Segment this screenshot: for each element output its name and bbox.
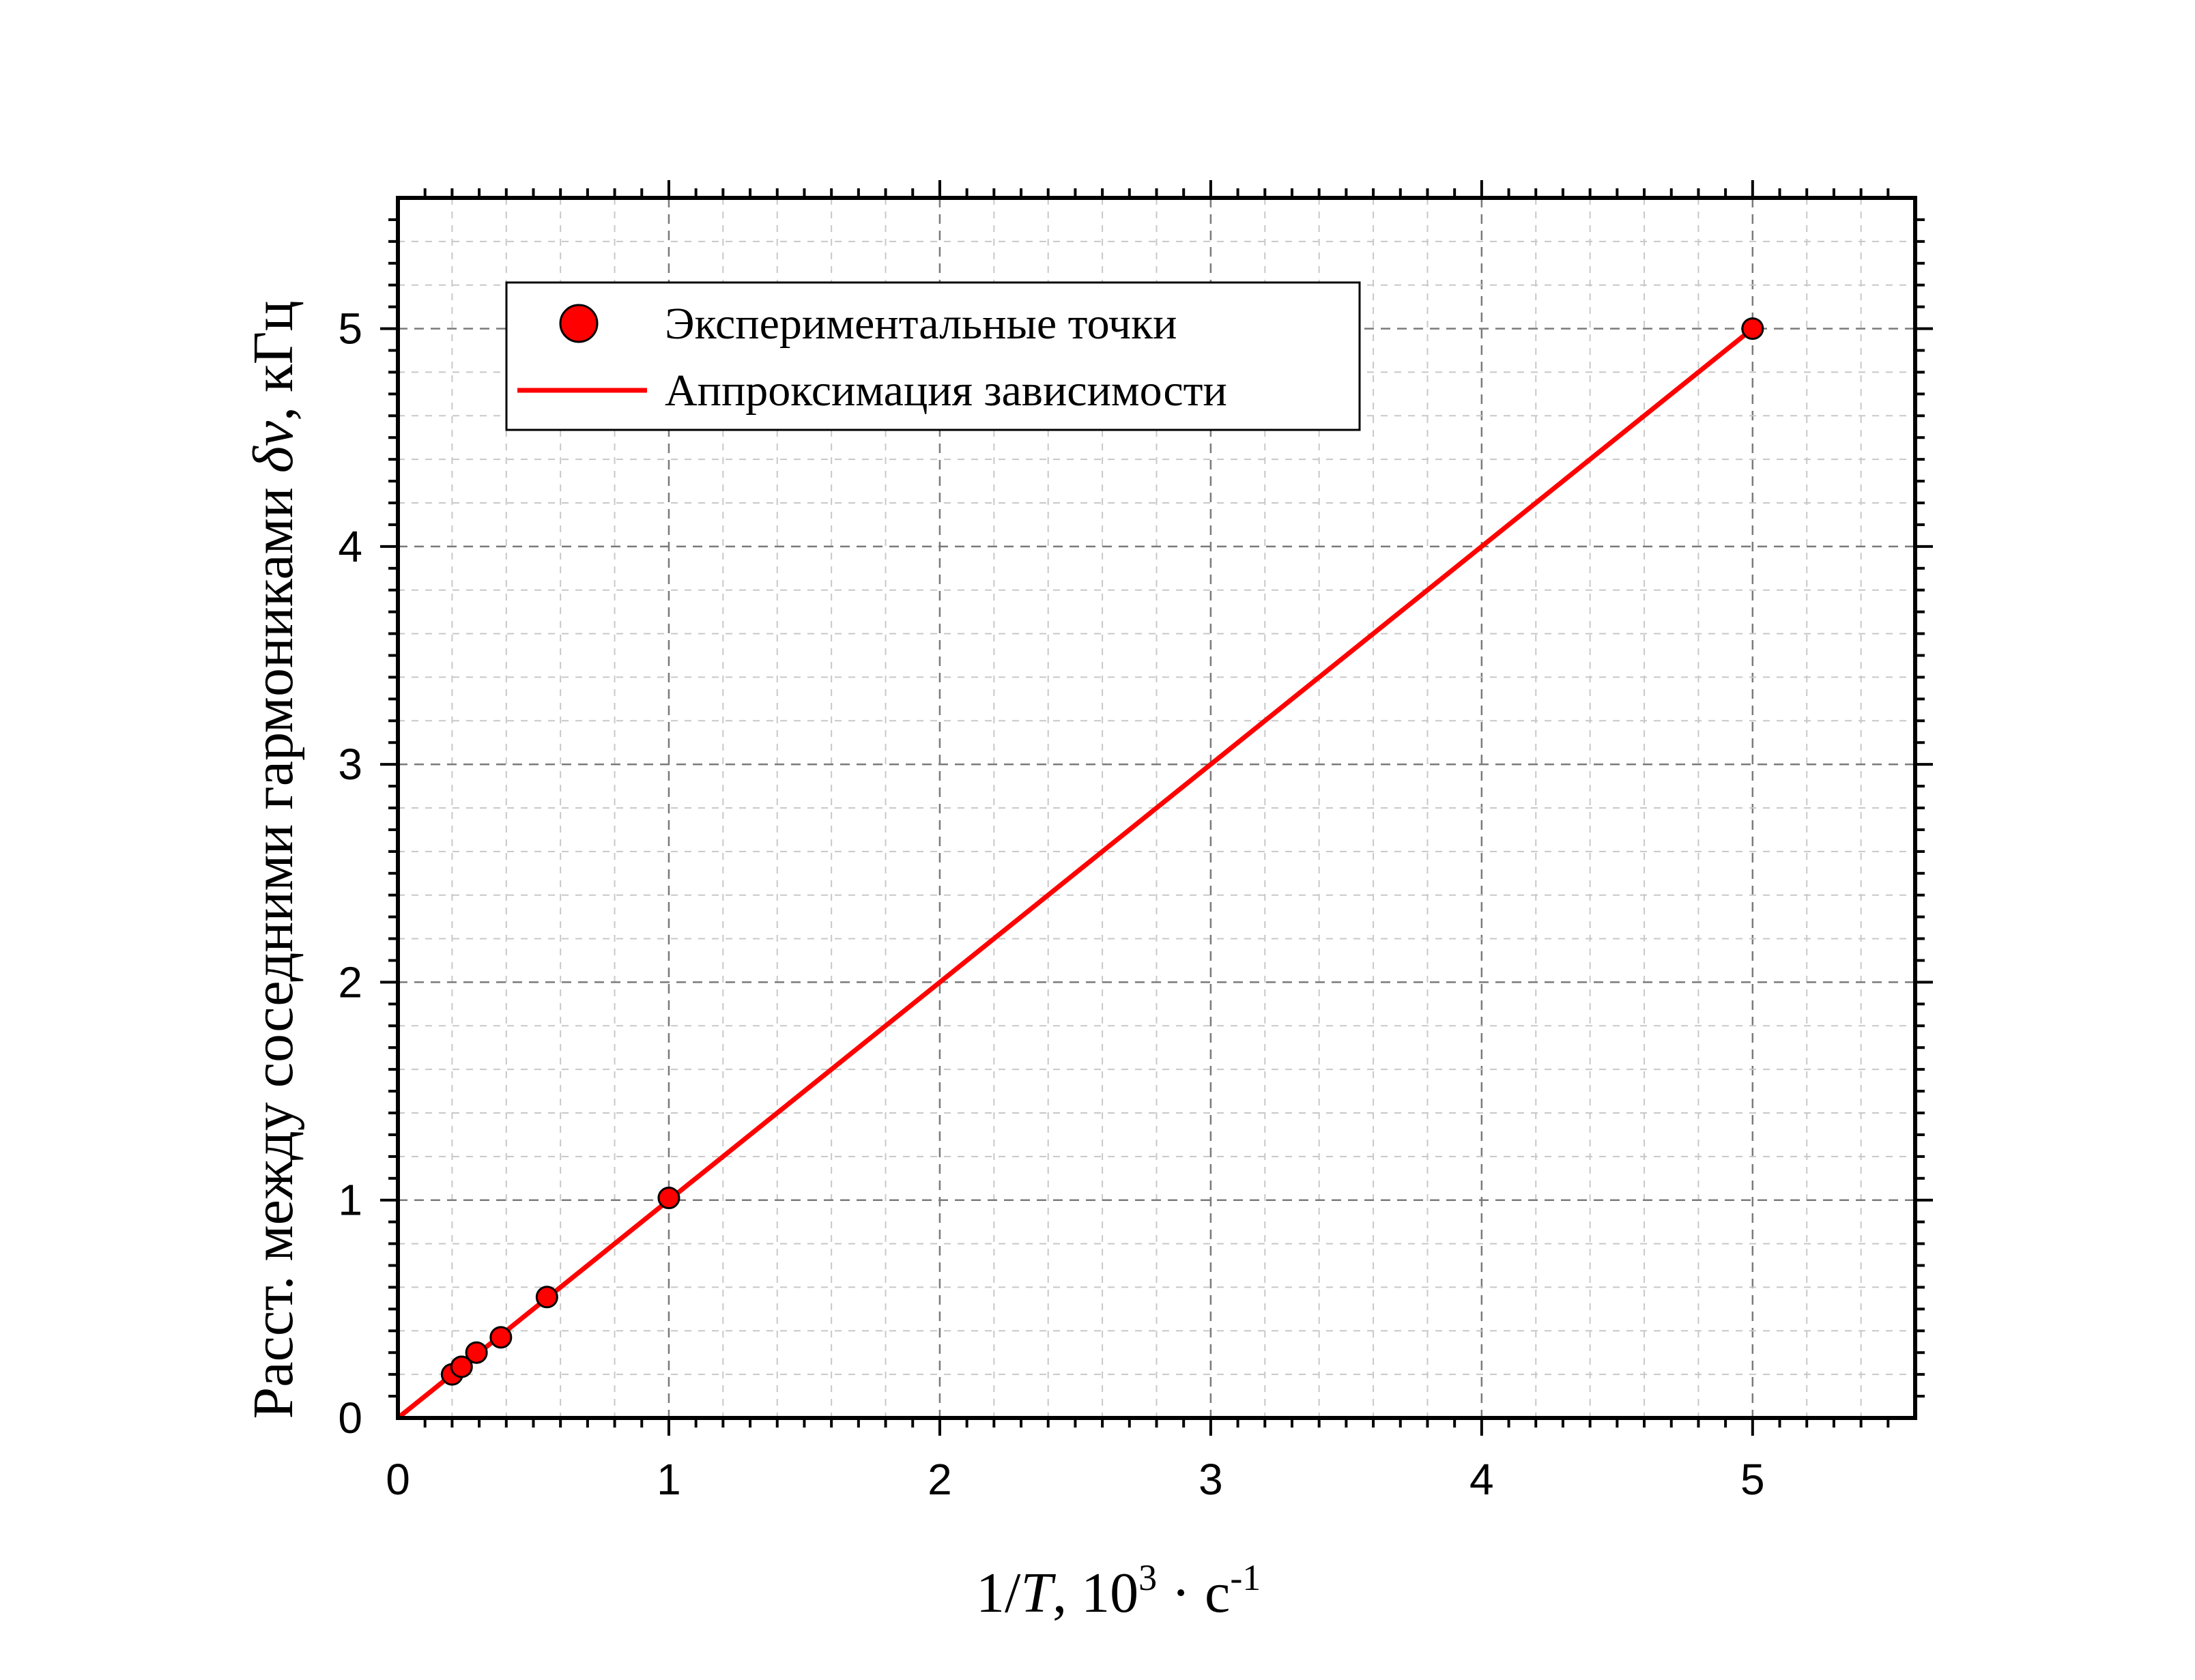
y-tick-label: 2	[338, 957, 362, 1006]
y-tick-label: 0	[338, 1393, 362, 1443]
legend: Экспериментальные точки Аппроксимация за…	[505, 281, 1361, 431]
tick-labels: 0 1 2 3 4 5 0 1 2 3 4 5	[338, 304, 1764, 1504]
x-tick-label: 2	[928, 1455, 952, 1504]
y-tick-label: 5	[338, 304, 362, 353]
data-point	[450, 1355, 473, 1378]
data-point	[1741, 317, 1764, 341]
x-tick-label: 4	[1469, 1455, 1494, 1504]
y-tick-label: 4	[338, 522, 362, 571]
x-tick-label: 1	[657, 1455, 681, 1504]
legend-label-line: Аппроксимация зависимости	[665, 366, 1227, 416]
fit-line	[396, 326, 1755, 1420]
y-tick-label: 3	[338, 740, 362, 789]
data-point	[465, 1341, 488, 1364]
data-point	[657, 1187, 680, 1210]
y-tick-label: 1	[338, 1176, 362, 1225]
legend-box	[505, 281, 1361, 431]
data-points-layer	[440, 317, 1764, 1386]
x-axis-title: 1/T, 103 · с-1	[976, 1557, 1261, 1625]
y-axis-title: Расст. между соседними гармониками δν, к…	[242, 301, 305, 1419]
legend-label-scatter: Экспериментальные точки	[665, 299, 1177, 349]
x-tick-label: 0	[386, 1455, 410, 1504]
x-tick-label: 3	[1199, 1455, 1223, 1504]
axis-ticks	[380, 180, 1933, 1436]
legend-scatter-marker	[559, 304, 599, 343]
data-point	[535, 1286, 558, 1309]
data-point	[489, 1326, 513, 1349]
x-tick-label: 5	[1740, 1455, 1765, 1504]
fit-line-layer	[396, 326, 1755, 1420]
